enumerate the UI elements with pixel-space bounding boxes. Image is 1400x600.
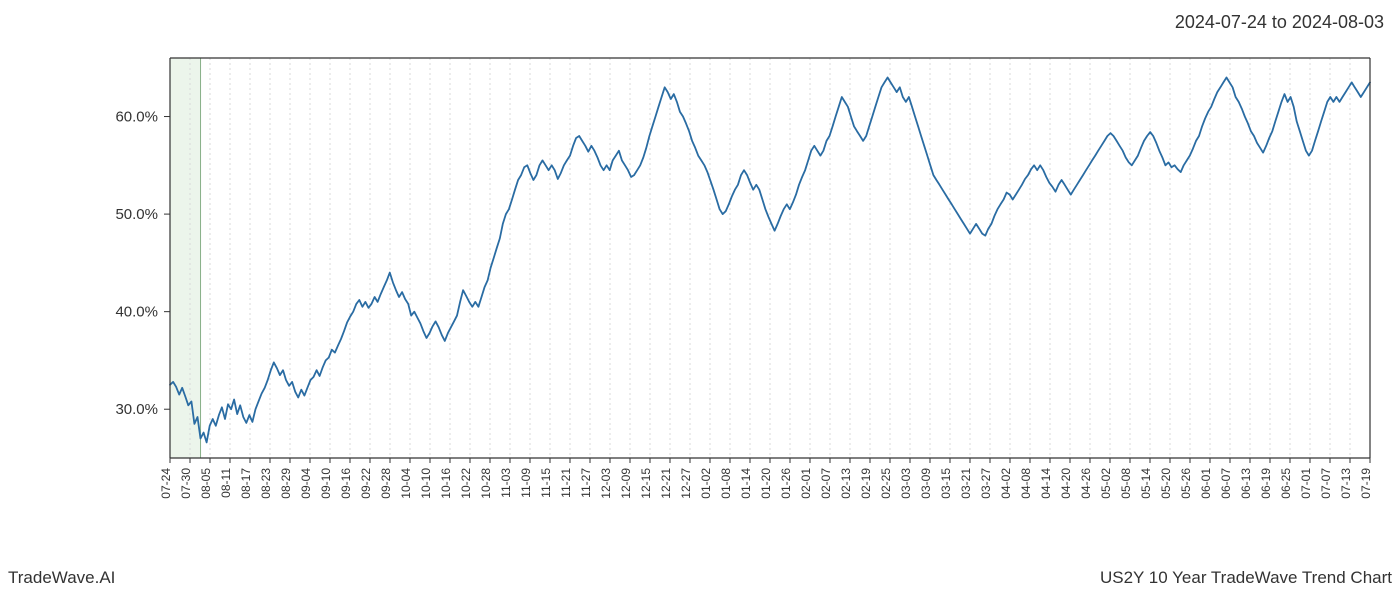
x-tick-label: 05-26	[1179, 468, 1193, 499]
x-tick-label: 04-02	[999, 468, 1013, 499]
date-range-label: 2024-07-24 to 2024-08-03	[1175, 12, 1384, 33]
x-tick-label: 06-19	[1259, 468, 1273, 499]
x-tick-label: 08-29	[279, 468, 293, 499]
y-tick-label: 50.0%	[115, 206, 158, 223]
x-tick-label: 11-09	[519, 468, 533, 498]
x-tick-label: 08-05	[199, 468, 213, 499]
x-tick-label: 07-13	[1339, 468, 1353, 499]
x-tick-label: 10-28	[479, 468, 493, 499]
x-tick-label: 03-21	[959, 468, 973, 499]
line-chart: 30.0% 40.0% 50.0% 60.0% 07-24 07-30 08-05 08-11…	[40, 48, 1390, 558]
x-tick-label: 07-24	[159, 468, 173, 499]
x-tick-label: 07-07	[1319, 468, 1333, 499]
x-tick-label: 01-14	[739, 468, 753, 499]
x-tick-label: 10-10	[419, 468, 433, 499]
x-tick-label: 11-15	[539, 468, 553, 498]
x-tick-label: 12-27	[679, 468, 693, 499]
x-tick-label: 03-15	[939, 468, 953, 499]
x-tick-label: 01-26	[779, 468, 793, 499]
x-tick-label: 08-17	[239, 468, 253, 499]
x-tick-label: 04-26	[1079, 468, 1093, 499]
x-tick-label: 07-01	[1299, 468, 1313, 499]
y-tick-label: 60.0%	[115, 109, 158, 126]
x-tick-label: 03-09	[919, 468, 933, 499]
x-tick-label: 07-30	[179, 468, 193, 499]
x-tick-label: 11-21	[559, 468, 573, 498]
x-tick-label: 02-13	[839, 468, 853, 499]
x-tick-label: 02-01	[799, 468, 813, 499]
x-tick-label: 06-01	[1199, 468, 1213, 499]
x-tick-label: 02-25	[879, 468, 893, 499]
x-tick-label: 10-04	[399, 468, 413, 499]
chart-container: 30.0% 40.0% 50.0% 60.0% 07-24 07-30 08-05 08-11…	[40, 48, 1380, 560]
x-tick-label: 05-08	[1119, 468, 1133, 499]
x-tick-label: 02-19	[859, 468, 873, 499]
x-tick-label: 05-20	[1159, 468, 1173, 499]
x-tick-label: 01-08	[719, 468, 733, 499]
x-tick-label: 12-15	[639, 468, 653, 499]
x-tick-label: 03-27	[979, 468, 993, 499]
x-tick-label: 12-09	[619, 468, 633, 499]
y-tick-label: 40.0%	[115, 304, 158, 321]
x-tick-label: 01-02	[699, 468, 713, 499]
x-tick-label: 06-13	[1239, 468, 1253, 499]
x-tick-label: 04-20	[1059, 468, 1073, 499]
x-tick-label: 12-03	[599, 468, 613, 499]
x-tick-label: 06-25	[1279, 468, 1293, 499]
chart-title: US2Y 10 Year TradeWave Trend Chart	[1100, 568, 1392, 588]
x-tick-label: 03-03	[899, 468, 913, 499]
x-tick-label: 09-28	[379, 468, 393, 499]
x-tick-label: 01-20	[759, 468, 773, 499]
x-tick-label: 05-14	[1139, 468, 1153, 499]
x-tick-label: 07-19	[1359, 468, 1373, 499]
x-tick-label: 09-22	[359, 468, 373, 499]
x-tick-label: 08-11	[219, 468, 233, 498]
x-tick-label: 09-10	[319, 468, 333, 499]
x-tick-label: 09-04	[299, 468, 313, 499]
x-tick-label: 11-27	[579, 468, 593, 498]
x-tick-label: 08-23	[259, 468, 273, 499]
x-tick-label: 09-16	[339, 468, 353, 499]
x-tick-label: 10-16	[439, 468, 453, 499]
x-tick-label: 10-22	[459, 468, 473, 499]
y-tick-label: 30.0%	[115, 401, 158, 418]
x-tick-label: 12-21	[659, 468, 673, 499]
x-tick-label: 04-08	[1019, 468, 1033, 499]
x-tick-label: 06-07	[1219, 468, 1233, 499]
x-tick-label: 05-02	[1099, 468, 1113, 499]
brand-label: TradeWave.AI	[8, 568, 115, 588]
x-tick-label: 04-14	[1039, 468, 1053, 499]
x-tick-label: 02-07	[819, 468, 833, 499]
x-tick-label: 11-03	[499, 468, 513, 498]
